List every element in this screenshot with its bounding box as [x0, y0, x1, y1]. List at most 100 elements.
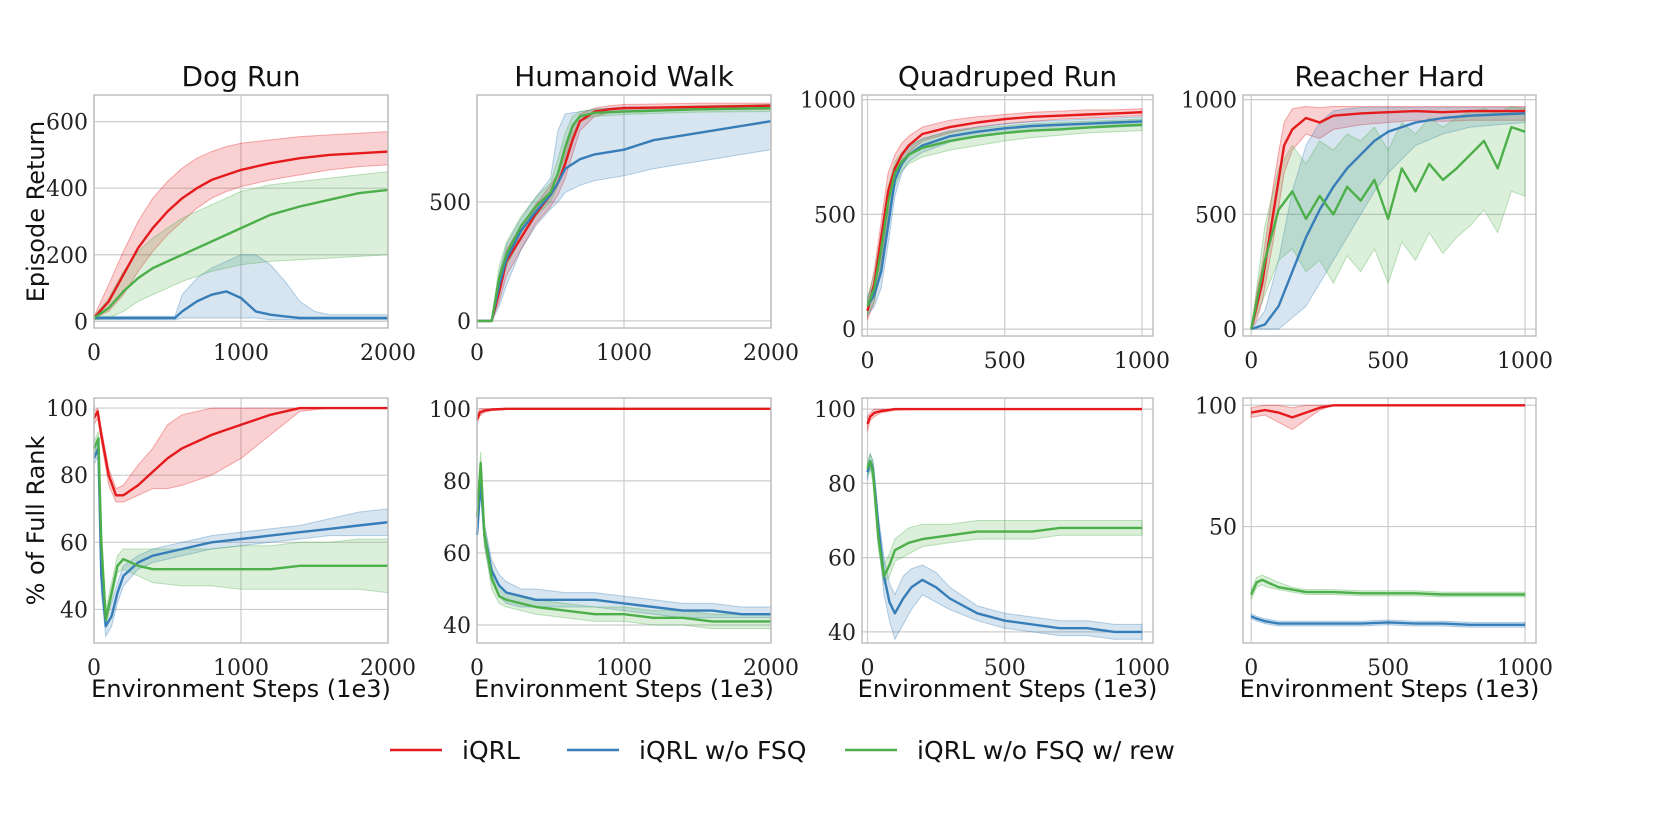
- series-line: [475, 407, 771, 421]
- x-tick-label: 0: [470, 656, 484, 681]
- y-tick-label: 200: [46, 244, 88, 269]
- x-tick-label: 1000: [1497, 656, 1553, 681]
- y-tick-label: 60: [443, 542, 471, 567]
- y-tick-label: 60: [828, 547, 856, 572]
- x-tick-label: 1000: [1114, 349, 1170, 374]
- y-tick-label: 500: [1195, 203, 1237, 228]
- x-tick-label: 500: [1367, 656, 1409, 681]
- x-tick-label: 0: [1244, 349, 1258, 374]
- series-line: [1250, 615, 1525, 626]
- panel-5: 0 1000 2000 40 60 80 100 Environment Steps (1e3…: [429, 397, 799, 703]
- x-tick-label: 500: [984, 656, 1026, 681]
- x-tick-label: 0: [860, 349, 874, 374]
- x-tick-label: 500: [1367, 349, 1409, 374]
- axes-frame: [861, 397, 1154, 644]
- y-tick-label: 500: [814, 203, 856, 228]
- x-tick-label: 0: [87, 656, 101, 681]
- x-tick-label: 0: [860, 656, 874, 681]
- series-line: [93, 150, 389, 319]
- series-line: [94, 290, 388, 320]
- x-tick-label: 2000: [743, 341, 799, 366]
- series-band: [1250, 107, 1526, 330]
- y-axis-label: % of Full Rank: [22, 435, 50, 605]
- y-tick-label: 100: [1195, 394, 1237, 419]
- y-tick-label: 1000: [800, 89, 856, 114]
- series-line: [92, 406, 388, 497]
- y-tick-label: 1000: [1181, 89, 1237, 114]
- y-tick-label: 80: [443, 470, 471, 495]
- series-band: [1250, 105, 1526, 330]
- axes-frame: [93, 94, 389, 329]
- legend-label: iQRL: [462, 736, 520, 765]
- y-axis-label: Episode Return: [22, 121, 50, 303]
- x-axis-label: Environment Steps (1e3): [858, 675, 1158, 703]
- x-tick-label: 1000: [596, 656, 652, 681]
- panel-title: Reacher Hard: [1294, 60, 1484, 93]
- y-tick-label: 80: [828, 472, 856, 497]
- legend-label: iQRL w/o FSQ w/ rew: [917, 736, 1175, 765]
- axes-frame: [1242, 94, 1537, 337]
- y-tick-label: 40: [443, 614, 471, 639]
- panel-6: 0 500 1000 40 60 80 100 Environment Steps (1e3): [814, 397, 1170, 703]
- panel-1: 0 1000 2000 0 500 Humanoid Walk: [429, 60, 799, 366]
- axes-frame: [1242, 397, 1537, 644]
- series-line: [1250, 578, 1525, 596]
- y-tick-label: 400: [46, 177, 88, 202]
- panel-4: 0 1000 2000 40 60 80 100 Environment Steps (1e3…: [22, 397, 416, 703]
- series-band: [867, 452, 1143, 641]
- y-tick-label: 0: [74, 310, 88, 335]
- series-line: [866, 120, 1143, 307]
- x-tick-label: 2000: [360, 656, 416, 681]
- axes-frame: [93, 397, 389, 644]
- axes-frame: [476, 397, 772, 644]
- y-tick-label: 80: [60, 464, 88, 489]
- panel-title: Humanoid Walk: [514, 60, 734, 93]
- panel-7: 0 500 1000 50 100 Environment Steps (1e3): [1195, 394, 1553, 703]
- y-tick-label: 100: [814, 398, 856, 423]
- axes-frame: [861, 94, 1154, 337]
- panel-0: 0 1000 2000 0 200 400 600 Dog Run Episode Return: [22, 60, 416, 366]
- y-tick-label: 60: [60, 531, 88, 556]
- x-tick-label: 1000: [1497, 349, 1553, 374]
- y-tick-label: 100: [46, 397, 88, 422]
- y-tick-label: 100: [429, 398, 471, 423]
- panel-2: 0 500 1000 0 500 1000 Quadruped Run: [800, 60, 1170, 374]
- y-tick-label: 0: [842, 318, 856, 343]
- axes-frame: [476, 94, 772, 329]
- series-line: [866, 459, 1142, 578]
- series-line: [866, 123, 1143, 307]
- x-tick-label: 0: [1244, 656, 1258, 681]
- series-line: [92, 437, 388, 621]
- x-tick-label: 1000: [213, 341, 269, 366]
- series-line: [1250, 112, 1526, 331]
- x-tick-label: 2000: [743, 656, 799, 681]
- series-line: [93, 188, 389, 319]
- series-line: [475, 461, 771, 623]
- y-tick-label: 40: [828, 621, 856, 646]
- legend-item: iQRL: [390, 736, 520, 765]
- y-tick-label: 50: [1209, 516, 1237, 541]
- series-band: [867, 452, 1143, 585]
- series-line: [866, 407, 1142, 425]
- y-tick-label: 600: [46, 111, 88, 136]
- x-axis-label: Environment Steps (1e3): [91, 675, 391, 703]
- panel-title: Quadruped Run: [898, 60, 1117, 93]
- series-line: [1250, 125, 1526, 330]
- y-tick-label: 500: [429, 191, 471, 216]
- y-tick-label: 0: [1223, 318, 1237, 343]
- x-tick-label: 0: [470, 341, 484, 366]
- y-tick-label: 0: [457, 310, 471, 335]
- x-axis-label: Environment Steps (1e3): [1240, 675, 1540, 703]
- panel-3: 0 500 1000 0 500 1000 Reacher Hard: [1181, 60, 1553, 374]
- legend-label: iQRL w/o FSQ: [639, 736, 806, 765]
- series-line: [866, 111, 1143, 312]
- legend: iQRL iQRL w/o FSQ iQRL w/o FSQ w/ rew: [390, 736, 1175, 765]
- panel-title: Dog Run: [181, 60, 300, 93]
- x-tick-label: 1000: [213, 656, 269, 681]
- x-tick-label: 1000: [596, 341, 652, 366]
- y-tick-label: 40: [60, 598, 88, 623]
- x-tick-label: 500: [984, 349, 1026, 374]
- x-tick-label: 0: [87, 341, 101, 366]
- x-tick-label: 1000: [1114, 656, 1170, 681]
